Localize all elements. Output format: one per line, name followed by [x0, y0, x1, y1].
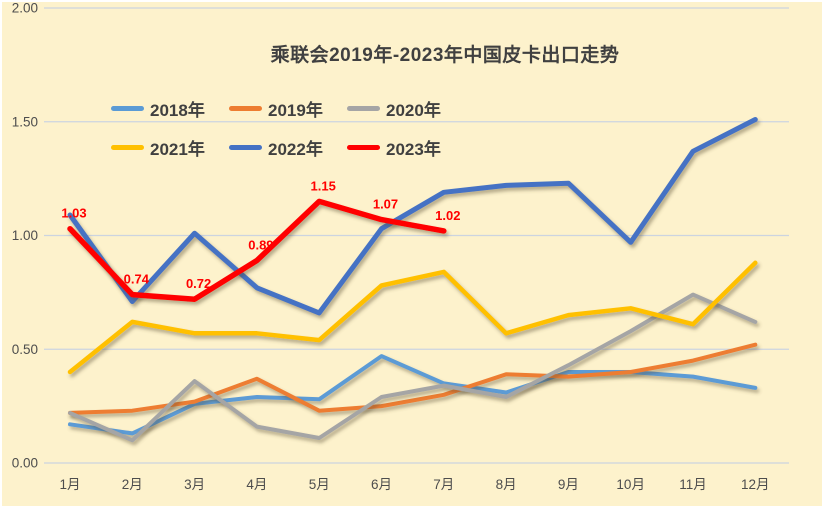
window-edge-left: [0, 0, 2, 511]
x-tick-label: 2月: [122, 477, 143, 492]
x-tick-label: 3月: [184, 477, 205, 492]
legend-item-2018[interactable]: 2018年: [111, 98, 229, 120]
series-line-2018年[interactable]: [68, 354, 758, 436]
data-label-2023年: 1.02: [435, 208, 460, 223]
chart-legend: 2018年 2019年 2020年 2021年 2022年 2023年: [111, 98, 465, 176]
x-tick-label: 6月: [371, 477, 392, 492]
y-tick-label: 1.50: [12, 114, 38, 129]
legend-label-2018: 2018年: [150, 100, 205, 120]
series-line-2022年[interactable]: [67, 117, 758, 316]
legend-label-2021: 2021年: [150, 139, 205, 159]
data-label-2023年: 1.15: [311, 178, 336, 193]
x-tick-label: 9月: [558, 477, 579, 492]
y-tick-label: 0.00: [12, 456, 38, 471]
data-label-2023年: 0.72: [186, 276, 211, 291]
series-line-2019年[interactable]: [68, 342, 758, 415]
legend-label-2020: 2020年: [386, 100, 441, 120]
legend-swatch-2022: [229, 144, 262, 150]
x-tick-label: 1月: [59, 477, 80, 492]
data-label-2023年: 1.03: [61, 206, 86, 221]
legend-label-2022: 2022年: [268, 139, 323, 159]
y-tick-label: 0.50: [12, 342, 38, 357]
legend-item-2021[interactable]: 2021年: [111, 137, 229, 159]
window-edge-bottom: [0, 506, 826, 511]
window-edge-top: [0, 0, 826, 2]
window-edge-right: [822, 0, 826, 511]
legend-row-2: 2021年 2022年 2023年: [111, 137, 465, 159]
legend-swatch-2019: [229, 105, 262, 111]
x-tick-label: 5月: [309, 477, 330, 492]
series-line-2020年[interactable]: [68, 292, 758, 443]
x-tick-label: 7月: [433, 477, 454, 492]
legend-swatch-2021: [111, 144, 144, 150]
chart-title: 乘联会2019年-2023年中国皮卡出口走势: [270, 45, 620, 66]
legend-item-2020[interactable]: 2020年: [347, 98, 465, 120]
x-tick-label: 11月: [679, 477, 707, 492]
x-tick-label: 8月: [496, 477, 517, 492]
data-label-2023年: 1.07: [373, 197, 398, 212]
x-tick-label: 10月: [616, 477, 645, 492]
legend-swatch-2018: [111, 105, 144, 111]
legend-item-2022[interactable]: 2022年: [229, 137, 347, 159]
legend-item-2023[interactable]: 2023年: [347, 137, 465, 159]
legend-label-2023: 2023年: [386, 139, 441, 159]
legend-row-1: 2018年 2019年 2020年: [111, 98, 465, 120]
y-tick-label: 2.00: [12, 1, 38, 16]
legend-swatch-2020: [347, 105, 380, 111]
x-tick-label: 4月: [246, 477, 267, 492]
x-tick-label: 12月: [741, 477, 770, 492]
data-label-2023年: 0.89: [248, 238, 273, 253]
legend-label-2019: 2019年: [268, 100, 323, 120]
series-line-2021年[interactable]: [67, 260, 758, 375]
legend-item-2019[interactable]: 2019年: [229, 98, 347, 120]
data-label-2023年: 0.74: [124, 272, 150, 287]
series-line-2023年[interactable]: [67, 198, 447, 302]
legend-swatch-2023: [347, 144, 380, 150]
y-tick-label: 1.00: [12, 228, 38, 243]
